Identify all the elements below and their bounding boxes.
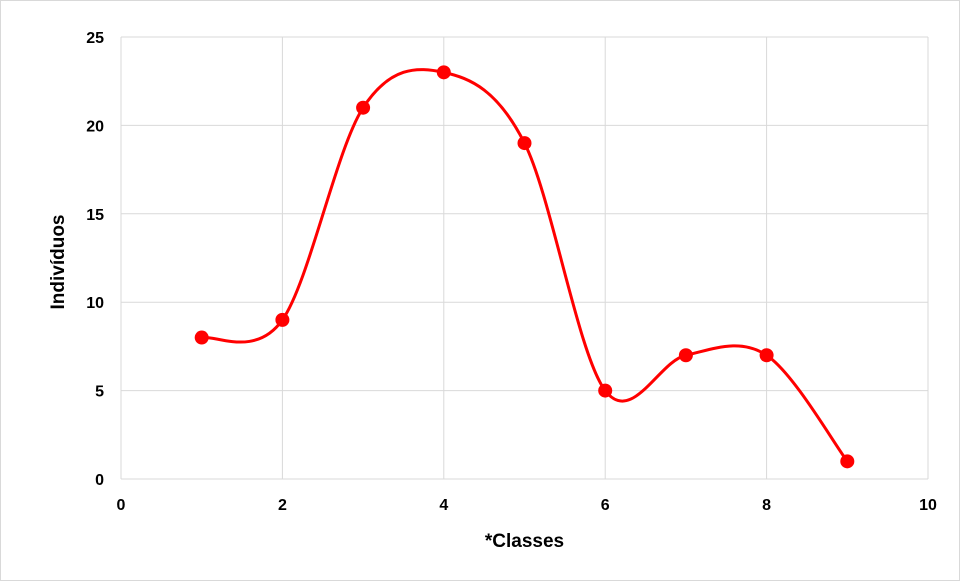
x-tick-label: 2 <box>278 497 287 514</box>
data-point <box>194 330 209 345</box>
x-tick-label: 8 <box>762 497 771 514</box>
x-tick-label: 6 <box>601 497 610 514</box>
data-point <box>275 312 290 327</box>
y-tick-label: 10 <box>86 295 104 312</box>
y-tick-label: 0 <box>95 472 104 489</box>
data-point <box>678 348 693 363</box>
data-point <box>356 100 371 115</box>
series-group <box>194 65 855 469</box>
y-tick-label: 25 <box>86 30 104 47</box>
y-tick-labels: 0 5 10 15 20 25 <box>86 30 104 489</box>
x-tick-label: 10 <box>919 497 937 514</box>
data-point <box>598 383 613 398</box>
y-tick-label: 15 <box>86 207 104 224</box>
vertical-gridlines <box>120 37 929 479</box>
data-point <box>759 348 774 363</box>
x-tick-labels: 0 2 4 6 8 10 <box>117 497 937 514</box>
horizontal-gridlines <box>121 36 928 480</box>
x-tick-label: 4 <box>439 497 448 514</box>
y-tick-label: 20 <box>86 118 104 135</box>
data-point <box>436 65 451 80</box>
y-axis-title: Indivíduos <box>48 215 69 310</box>
series-line <box>200 68 849 463</box>
x-axis-title: *Classes <box>485 531 564 552</box>
data-point <box>840 454 855 469</box>
x-tick-label: 0 <box>117 497 126 514</box>
y-tick-label: 5 <box>95 384 104 401</box>
data-point <box>517 136 532 151</box>
